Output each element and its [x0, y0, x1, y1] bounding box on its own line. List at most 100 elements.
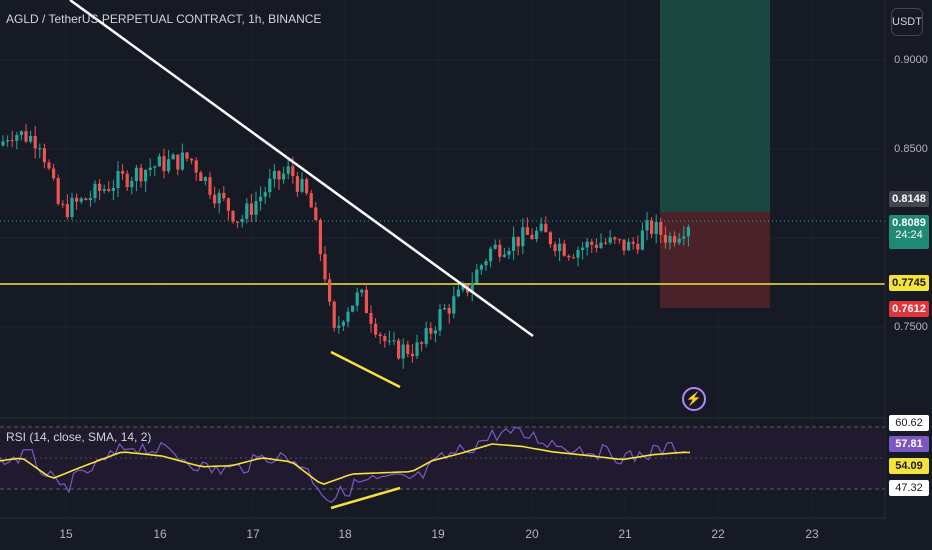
candle-body [121, 171, 125, 174]
candle-body [231, 210, 235, 222]
candle-body [645, 220, 649, 231]
x-label-18: 18 [338, 527, 352, 541]
position-top-tag: 0.8148 [889, 191, 929, 207]
candle-body [360, 289, 364, 293]
candle-body [300, 179, 304, 192]
rsi-level-lower: 47.32 [889, 480, 929, 496]
candle-body [144, 170, 148, 182]
candle-body [56, 178, 60, 204]
candle-body [544, 223, 548, 233]
candle-body [502, 254, 506, 257]
rsi-indicator-label[interactable]: RSI (14, close, SMA, 14, 2) [6, 430, 152, 444]
candle-body [553, 244, 557, 252]
candle-body [102, 189, 106, 191]
candle-body [6, 140, 10, 142]
candle-body [567, 255, 571, 258]
candle-body [663, 234, 667, 243]
candle-body [599, 242, 603, 248]
candle-body [208, 177, 212, 195]
candle-body [682, 236, 686, 239]
candle-body [378, 334, 382, 337]
candle-body [548, 232, 552, 245]
candle-body [475, 269, 479, 283]
candle-body [429, 328, 433, 334]
candle-body [516, 236, 520, 247]
candle-body [415, 342, 419, 357]
last-price-value: 0.8089 [892, 217, 926, 229]
candle-body [75, 197, 79, 202]
candle-body [79, 198, 83, 202]
candle-body [498, 244, 502, 257]
candle-body [493, 244, 497, 249]
last-price-tag: 0.8089 24:24 [889, 215, 929, 249]
candle-body [355, 292, 359, 306]
candle-body [369, 313, 373, 324]
candle-body [263, 192, 267, 197]
candle-body [190, 158, 194, 161]
candle-body [613, 237, 617, 240]
candle-body [346, 311, 350, 322]
candle-body [341, 321, 345, 326]
candle-body [10, 140, 14, 142]
candle-body [259, 196, 263, 202]
candle-body [337, 325, 341, 328]
candle-body [328, 279, 332, 302]
candle-body [530, 234, 534, 240]
candle-body [489, 248, 493, 262]
candle-body [484, 261, 488, 266]
candle-body [410, 353, 414, 357]
candle-body [447, 307, 451, 314]
candle-body [125, 173, 129, 188]
candle-body [456, 289, 460, 297]
candle-body [590, 241, 594, 245]
candle-body [180, 152, 184, 170]
candle-body [111, 187, 115, 191]
candle-body [116, 171, 120, 188]
x-label-17: 17 [246, 527, 260, 541]
candle-body [686, 227, 690, 237]
candle-body [282, 173, 286, 180]
candle-body [249, 203, 253, 215]
lightning-icon[interactable]: ⚡ [682, 387, 706, 411]
x-label-15: 15 [59, 527, 73, 541]
candle-body [24, 131, 28, 142]
candle-body [194, 160, 198, 173]
x-label-23: 23 [805, 527, 819, 541]
x-label-16: 16 [153, 527, 167, 541]
candle-body [622, 239, 626, 251]
candle-body [157, 156, 161, 167]
candle-body [677, 238, 681, 243]
candle-body [438, 309, 442, 331]
candle-body [576, 249, 580, 258]
candle-body [420, 342, 424, 344]
candle-body [374, 323, 378, 335]
candle-body [364, 289, 368, 314]
candle-body [636, 243, 640, 250]
candle-body [401, 344, 405, 359]
candle-body [240, 218, 244, 222]
candle-body [668, 236, 672, 243]
candle-body [535, 230, 539, 240]
candle-body [203, 177, 207, 182]
candle-body [562, 243, 566, 256]
candle-body [525, 227, 529, 235]
candle-body [387, 340, 391, 342]
candle-body [199, 172, 203, 182]
rsi-value-tag: 57.81 [889, 436, 929, 452]
candle-body [153, 166, 157, 168]
currency-button[interactable]: USDT [891, 8, 923, 36]
candle-body [33, 136, 37, 149]
candle-body [162, 156, 166, 172]
candle-body [171, 154, 175, 160]
candle-body [84, 198, 88, 201]
candle-body [309, 193, 313, 208]
candle-body [631, 241, 635, 244]
candle-body [479, 265, 483, 270]
candle-body [15, 135, 19, 141]
descending-trendline [69, 0, 534, 338]
candle-countdown: 24:24 [895, 229, 923, 241]
candle-body [507, 250, 511, 255]
candle-body [452, 296, 456, 314]
candle-body [148, 167, 152, 171]
